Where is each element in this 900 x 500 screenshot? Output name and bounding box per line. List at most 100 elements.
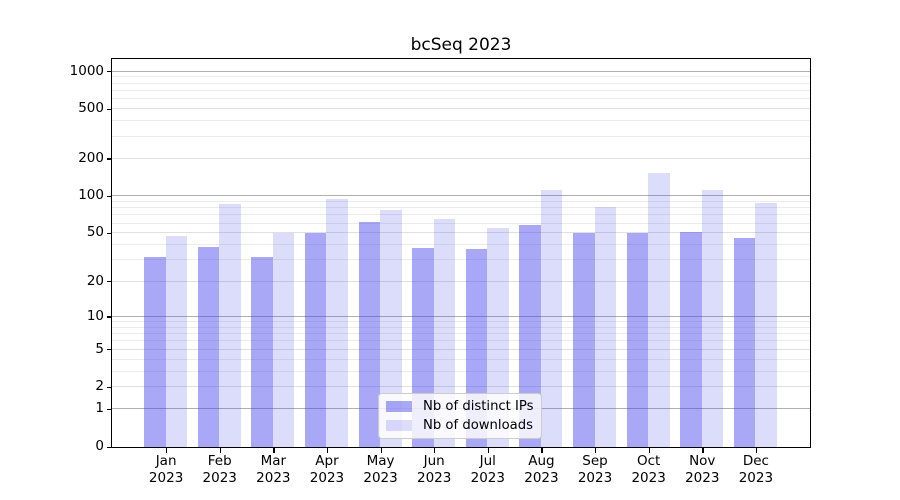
bar-mar-distinct-ips xyxy=(251,257,273,447)
x-tick-year-mar: 2023 xyxy=(256,470,291,486)
y-tick-mark-100 xyxy=(107,195,112,198)
gridline-40 xyxy=(112,244,810,246)
y-tick-mark-500 xyxy=(107,108,112,111)
x-tick-label-mar: Mar 2023 xyxy=(238,453,308,488)
bar-may-distinct-ips xyxy=(358,221,381,447)
legend-swatch-downloads xyxy=(386,420,412,431)
x-tick-label-may: May 2023 xyxy=(346,453,416,488)
x-tick-month-jan: Jan xyxy=(155,452,177,469)
bar-jun-downloads xyxy=(433,219,456,447)
gridline-70 xyxy=(112,214,810,216)
bar-dec-downloads xyxy=(755,203,777,447)
x-tick-mark-sep xyxy=(595,448,597,453)
gridline-7 xyxy=(112,333,810,335)
x-tick-mark-feb xyxy=(219,448,222,453)
bar-nov-distinct-ips xyxy=(680,232,702,447)
legend-label-distinct-ips: Nb of distinct IPs xyxy=(423,399,534,414)
x-tick-month-aug: Aug xyxy=(528,452,555,469)
x-tick-month-sep: Sep xyxy=(582,452,608,469)
x-tick-year-nov: 2023 xyxy=(685,470,720,486)
gridline-700 xyxy=(112,90,810,91)
x-tick-label-dec: Dec 2023 xyxy=(721,453,791,488)
x-tick-label-jun: Jun 2023 xyxy=(399,453,469,488)
bar-feb-downloads xyxy=(219,203,241,447)
legend-item-distinct-ips: Nb of distinct IPs xyxy=(386,399,534,414)
x-tick-month-nov: Nov xyxy=(689,452,716,469)
y-tick-mark-5 xyxy=(107,349,112,351)
x-tick-mark-jan xyxy=(166,448,168,453)
x-tick-label-aug: Aug 2023 xyxy=(506,453,576,488)
gridline-90 xyxy=(112,200,810,202)
gridline-400 xyxy=(112,120,810,122)
y-tick-label-20: 20 xyxy=(86,272,104,289)
x-tick-mark-dec xyxy=(755,448,758,453)
bar-oct-distinct-ips xyxy=(626,233,649,447)
gridline-900 xyxy=(112,76,810,78)
x-tick-year-dec: 2023 xyxy=(738,470,774,486)
x-tick-month-apr: Apr xyxy=(315,452,339,469)
legend-label-downloads: Nb of downloads xyxy=(423,418,533,433)
y-tick-label-0: 0 xyxy=(95,438,104,454)
x-tick-label-nov: Nov 2023 xyxy=(667,453,737,488)
legend: Nb of distinct IPs Nb of downloads xyxy=(378,393,542,439)
x-tick-label-feb: Feb 2023 xyxy=(185,453,255,488)
gridline-8 xyxy=(112,326,810,328)
y-tick-mark-50 xyxy=(107,232,112,235)
plot-area: Nb of distinct IPs Nb of downloads xyxy=(111,58,811,448)
x-tick-mark-jun xyxy=(434,448,436,453)
bar-aug-distinct-ips xyxy=(519,225,541,447)
bar-may-downloads xyxy=(380,209,402,447)
y-tick-label-5: 5 xyxy=(95,340,104,357)
gridline-500 xyxy=(112,108,810,110)
y-tick-mark-10 xyxy=(107,316,112,318)
gridline-9 xyxy=(112,320,810,322)
gridline-20 xyxy=(112,280,810,282)
y-tick-mark-200 xyxy=(107,158,112,160)
gridline-600 xyxy=(112,98,810,100)
x-tick-label-jan: Jan 2023 xyxy=(131,453,201,488)
bar-sep-downloads xyxy=(594,206,617,447)
x-tick-year-aug: 2023 xyxy=(524,470,559,486)
gridline-60 xyxy=(112,222,810,224)
x-tick-month-jun: Jun xyxy=(423,452,445,469)
y-tick-label-10: 10 xyxy=(86,307,104,324)
bar-feb-distinct-ips xyxy=(197,246,220,447)
y-tick-label-500: 500 xyxy=(78,100,104,117)
chart-title: bcSeq 2023 xyxy=(410,35,512,55)
gridline-1000 xyxy=(112,70,810,72)
y-tick-mark-2 xyxy=(107,386,112,389)
gridline-800 xyxy=(112,82,810,84)
bar-apr-distinct-ips xyxy=(304,233,327,447)
y-tick-mark-0 xyxy=(107,446,112,448)
y-tick-label-200: 200 xyxy=(78,149,104,166)
bar-nov-downloads xyxy=(701,190,724,447)
legend-swatch-distinct-ips xyxy=(386,401,412,412)
y-tick-mark-20 xyxy=(107,281,112,283)
bar-jan-downloads xyxy=(165,235,188,447)
x-tick-mark-nov xyxy=(702,448,704,453)
x-tick-year-sep: 2023 xyxy=(577,470,613,486)
gridline-30 xyxy=(112,259,810,261)
y-tick-label-2: 2 xyxy=(95,378,104,395)
gridline-300 xyxy=(112,135,810,137)
gridline-200 xyxy=(112,157,810,159)
x-tick-mark-oct xyxy=(648,448,650,453)
x-tick-label-jul: Jul 2023 xyxy=(453,453,523,488)
x-tick-month-oct: Oct xyxy=(636,452,661,469)
x-tick-month-dec: Dec xyxy=(742,452,769,469)
y-tick-label-1000: 1000 xyxy=(69,62,104,79)
x-tick-mark-may xyxy=(380,448,382,453)
gridline-5 xyxy=(112,348,810,350)
y-tick-label-1: 1 xyxy=(95,400,104,417)
bar-aug-downloads xyxy=(540,190,563,447)
gridline-3 xyxy=(112,370,810,372)
x-tick-mark-aug xyxy=(541,448,543,453)
y-tick-label-50: 50 xyxy=(86,224,104,241)
gridline-100 xyxy=(112,195,810,197)
gridline-6 xyxy=(112,340,810,342)
x-tick-month-jul: Jul xyxy=(479,452,496,469)
bar-oct-downloads xyxy=(648,172,670,447)
x-tick-month-mar: Mar xyxy=(260,452,287,469)
gridline-4 xyxy=(112,358,810,360)
